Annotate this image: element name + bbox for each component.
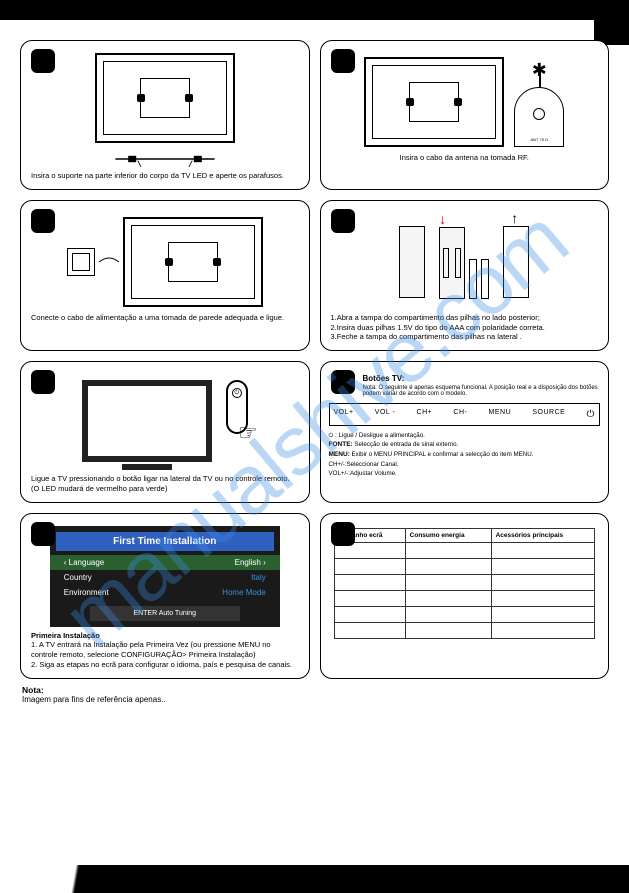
table-row — [334, 558, 594, 574]
footer-bar — [0, 865, 629, 893]
buttons-title: Botões TV: — [363, 374, 599, 383]
panel-power-cable: Conecte o cabo de alimentação a uma toma… — [20, 200, 310, 351]
table-row — [334, 606, 594, 622]
step-badge — [31, 209, 55, 233]
osd-screenshot: First Time Installation ‹ Language Engli… — [29, 522, 301, 627]
power-icon: ⏻ — [232, 388, 242, 398]
panel-caption: Conecte o cabo de alimentação a uma toma… — [29, 309, 301, 323]
panel-antenna: ✱ ANT 75 Ω Insira o cabo da antena na to… — [320, 40, 610, 190]
illustration-antenna: ✱ ANT 75 Ω — [329, 49, 601, 149]
antenna-label: ANT 75 Ω — [530, 137, 548, 142]
def-menu: MENU: Exibir o MENU PRINCIPAL e confirma… — [329, 451, 601, 459]
illustration-tv-support — [29, 49, 301, 167]
step-badge — [331, 49, 355, 73]
osd-row-environment: Environment Home Mode — [50, 585, 280, 600]
panel-power-on: ⏻ ☞ Ligue a TV pressionando o botão liga… — [20, 361, 310, 503]
footer-note: Nota: Imagem para fins de referência ape… — [0, 679, 629, 710]
wall-socket-icon — [67, 248, 95, 276]
panel-tv-buttons: Botões TV: Nota: O seguinte é apenas esq… — [320, 361, 610, 503]
btn-menu: MENU — [489, 409, 512, 420]
panel-caption: Insira o suporte na parte inferior do co… — [29, 167, 301, 181]
osd-row-language: ‹ Language English › — [50, 555, 280, 570]
btn-source: SOURCE — [532, 409, 565, 420]
hand-icon: ☞ — [238, 422, 258, 444]
first-install-title: Primeira Instalação — [31, 631, 100, 640]
btn-ch-down: CH- — [453, 409, 467, 420]
first-install-step2: 2. Siga as etapas no ecrã para configura… — [31, 660, 292, 669]
panel-first-install: First Time Installation ‹ Language Engli… — [20, 513, 310, 679]
btn-vol-down: VOL - — [375, 409, 396, 420]
illustration-power-on: ⏻ ☞ — [29, 370, 301, 470]
panel-caption: Ligue a TV pressionando o botão ligar na… — [29, 470, 301, 494]
button-strip: VOL+ VOL - CH+ CH- MENU SOURCE ⏻ — [329, 403, 601, 426]
panel-text: Primeira Instalação 1. A TV entrará na I… — [29, 627, 301, 670]
def-power: ⏻ : Ligue / Desligue a alimentação. — [329, 432, 601, 439]
arrow-up-icon: ↑ — [511, 210, 518, 226]
power-icon: ⏻ — [587, 409, 595, 420]
step-badge — [31, 49, 55, 73]
note-label: Nota: — [22, 685, 44, 695]
battery-step-2: 2.Insira duas pilhas 1.5V do tipo do AAA… — [331, 323, 599, 333]
col-power: Consumo energia — [405, 528, 491, 542]
spec-table: Tamanho ecrã Consumo energia Acessórios … — [334, 528, 595, 639]
osd-row-country: Country Italy — [50, 570, 280, 585]
illustration-power — [29, 209, 301, 309]
cable-icon — [99, 252, 119, 272]
step-badge — [31, 370, 55, 394]
battery-step-1: 1.Abra a tampa do compartimento das pilh… — [331, 313, 599, 323]
table-row — [334, 622, 594, 638]
step-badge — [331, 522, 355, 546]
def-fonte: FONTE: Selecção de entrada de sinal exte… — [329, 441, 601, 449]
illustration-batteries: ↓ ↑ — [329, 209, 601, 309]
col-accessories: Acessórios principais — [491, 528, 594, 542]
first-install-step1: 1. A TV entrará na Instalação pela Prime… — [31, 640, 271, 659]
support-bar-icon — [95, 151, 235, 167]
step-badge — [331, 370, 355, 394]
panel-spec-table: Tamanho ecrã Consumo energia Acessórios … — [320, 513, 610, 679]
def-vol: VOL+/-:Adjustar Volume. — [329, 470, 601, 477]
def-ch: CH+/-:Seleccionar Canal. — [329, 461, 601, 468]
panel-batteries: ↓ ↑ 1.Abra a tampa do compartimento das … — [320, 200, 610, 351]
button-definitions: ⏻ : Ligue / Desligue a alimentação. FONT… — [329, 432, 601, 478]
panel-caption: 1.Abra a tampa do compartimento das pilh… — [329, 309, 601, 342]
osd-title: First Time Installation — [56, 532, 274, 551]
table-row — [334, 574, 594, 590]
panel-caption: Insira o cabo da antena na tomada RF. — [329, 149, 601, 163]
arrow-down-icon: ↓ — [439, 211, 446, 227]
note-text: Imagem para fins de referência apenas.. — [22, 695, 166, 704]
step-badge — [31, 522, 55, 546]
step-badge — [331, 209, 355, 233]
table-row — [334, 542, 594, 558]
panel-insert-support: Insira o suporte na parte inferior do co… — [20, 40, 310, 190]
header-bar — [0, 0, 629, 20]
buttons-note: Nota: O seguinte é apenas esquema funcio… — [363, 385, 599, 397]
battery-step-3: 3.Feche a tampa do compartimento das pil… — [331, 332, 599, 342]
btn-ch-up: CH+ — [417, 409, 433, 420]
table-row — [334, 590, 594, 606]
instruction-grid: Insira o suporte na parte inferior do co… — [0, 20, 629, 679]
btn-vol-up: VOL+ — [334, 409, 354, 420]
osd-footer: ENTER Auto Tuning — [90, 606, 240, 621]
